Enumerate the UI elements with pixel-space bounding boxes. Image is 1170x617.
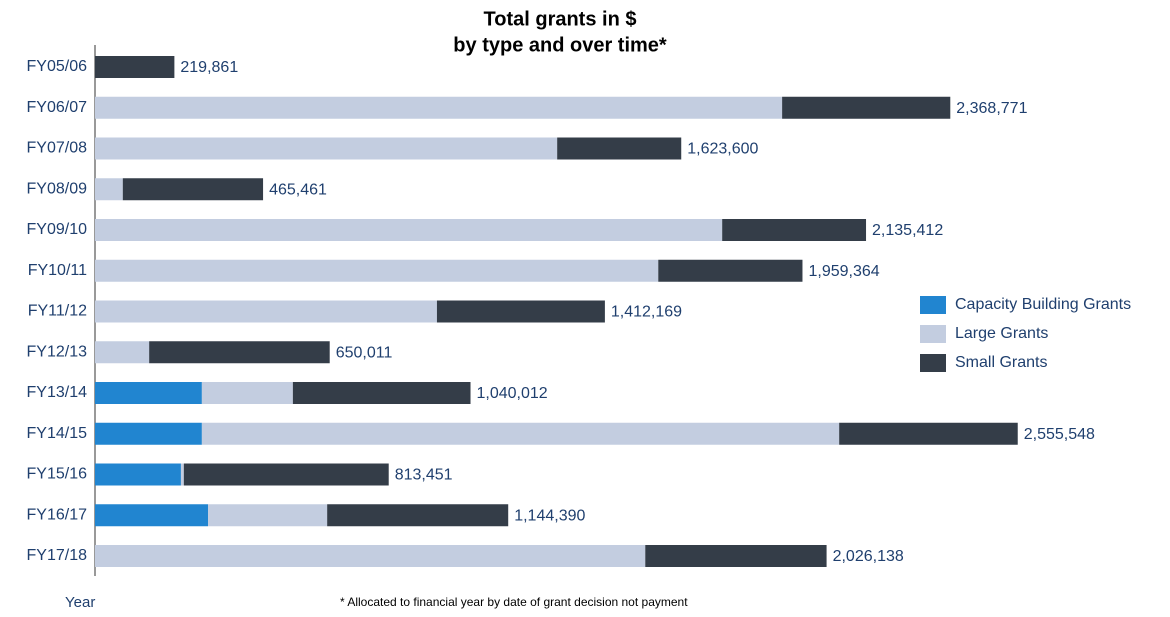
- y-tick-label: FY05/06: [27, 58, 88, 75]
- bar-segment: [292, 382, 471, 404]
- axis-label: Year: [65, 594, 95, 611]
- y-tick-label: FY13/14: [27, 384, 88, 401]
- bar-segment: [95, 300, 437, 323]
- y-tick-label: FY16/17: [27, 506, 88, 523]
- bar-segment: [645, 545, 827, 567]
- y-tick-label: FY14/15: [27, 425, 88, 442]
- total-label: 465,461: [269, 181, 327, 198]
- legend-label: Capacity Building Grants: [955, 296, 1131, 313]
- legend-label: Small Grants: [955, 354, 1047, 371]
- total-label: 2,026,138: [833, 548, 904, 565]
- total-label: 2,555,548: [1024, 426, 1095, 443]
- bar-segment: [149, 341, 330, 364]
- bar-segment: [95, 422, 202, 445]
- y-tick-label: FY09/10: [27, 221, 88, 238]
- total-label: 813,451: [395, 467, 453, 484]
- bar-segment: [95, 219, 723, 241]
- bar-segment: [722, 219, 867, 241]
- y-tick-label: FY17/18: [27, 547, 88, 564]
- legend-swatch: [920, 325, 946, 343]
- total-label: 650,011: [336, 344, 393, 361]
- chart-title: by type and over time*: [453, 34, 667, 56]
- bar-segment: [95, 56, 175, 78]
- bar-segment: [201, 422, 840, 445]
- bar-segment: [782, 96, 951, 119]
- y-tick-label: FY12/13: [27, 343, 88, 360]
- bar-segment: [436, 300, 605, 323]
- y-tick-label: FY06/07: [27, 99, 88, 116]
- chart-title: Total grants in $: [484, 8, 637, 30]
- bar-segment: [183, 463, 389, 486]
- total-label: 1,412,169: [611, 304, 682, 321]
- bar-segment: [201, 382, 293, 404]
- y-tick-label: FY08/09: [27, 180, 88, 197]
- bar-segment: [95, 341, 150, 364]
- legend-swatch: [920, 296, 946, 314]
- total-label: 2,368,771: [956, 100, 1027, 117]
- bar-segment: [95, 259, 659, 282]
- y-tick-label: FY11/12: [28, 303, 87, 320]
- bar-segment: [327, 504, 509, 527]
- bar-segment: [557, 137, 682, 160]
- bar-segment: [95, 463, 181, 486]
- total-label: 219,861: [180, 59, 238, 76]
- bar-segment: [122, 178, 264, 201]
- total-label: 1,144,390: [514, 507, 585, 524]
- bar-segment: [95, 178, 123, 201]
- total-label: 1,959,364: [808, 263, 879, 280]
- y-tick-label: FY10/11: [28, 262, 87, 279]
- bar-segment: [658, 259, 803, 282]
- total-label: 2,135,412: [872, 222, 943, 239]
- total-label: 1,040,012: [477, 385, 548, 402]
- bar-segment: [95, 96, 783, 119]
- bar-segment: [180, 463, 184, 486]
- total-label: 1,623,600: [687, 141, 758, 158]
- legend-swatch: [920, 354, 946, 372]
- legend-label: Large Grants: [955, 325, 1048, 342]
- y-tick-label: FY07/08: [27, 140, 88, 157]
- bar-segment: [95, 382, 202, 404]
- bar-segment: [208, 504, 328, 527]
- bar-segment: [839, 422, 1018, 445]
- bar-segment: [95, 137, 558, 160]
- bar-segment: [95, 545, 646, 567]
- footnote: * Allocated to financial year by date of…: [340, 595, 688, 609]
- y-tick-label: FY15/16: [27, 466, 88, 483]
- bar-segment: [95, 504, 209, 527]
